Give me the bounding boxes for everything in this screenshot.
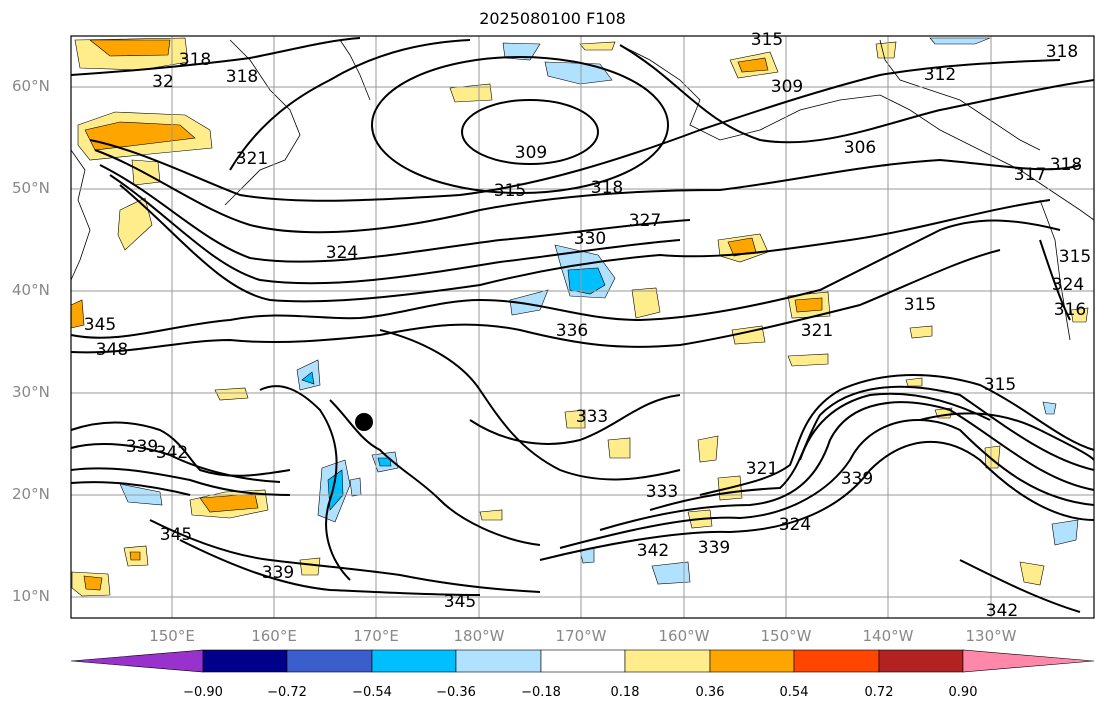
contour-label: 339 [841,469,873,489]
colorbar-tick: −0.90 [183,685,223,700]
colorbar-segment [540,649,626,673]
lon-label: 170°E [353,627,399,645]
location-marker [355,413,373,431]
contour-label: 315 [494,181,526,201]
lat-label: 10°N [12,587,50,605]
colorbar-tick: −0.72 [267,685,307,700]
lon-label: 140°W [862,627,914,645]
contour-label: 321 [801,321,833,341]
colorbar-segment [70,649,204,673]
contour-label: 348 [96,340,128,360]
contour-label: 309 [771,77,803,97]
contour-label: 306 [844,138,876,158]
colorbar-segment [371,649,457,673]
lon-label: 130°W [965,627,1017,645]
contour-label: 345 [84,315,116,335]
contour-label: 315 [984,375,1016,395]
colorbar-tick: 0.72 [864,685,894,700]
colorbar-tick: 0.54 [779,685,809,700]
contour-label: 318 [1050,155,1082,175]
lat-label: 20°N [12,485,50,503]
lon-label: 160°E [251,627,297,645]
contour-label: 317 [1014,165,1046,185]
colorbar-tick: 0.36 [695,685,725,700]
contour-label: 32 [152,72,174,92]
lon-label: 180°W [453,627,505,645]
contour-label: 345 [444,592,476,612]
contour-label: 339 [698,538,730,558]
contour-label: 318 [591,178,623,198]
contour-label: 309 [515,143,547,163]
contour-label: 330 [574,229,606,249]
contour-label: 336 [556,321,588,341]
contours [70,37,1095,613]
colorbar-segment [624,649,711,673]
contour-label: 327 [629,211,661,231]
colorbar-tick: −0.36 [436,685,476,700]
colorbar-segment [286,649,373,673]
shaded-patches [70,37,1089,597]
colorbar-segment [793,649,880,673]
colorbar-tick: 0.90 [948,685,978,700]
colorbar-segment [962,649,1095,673]
contour-label-group: 318 318 318 321 309 306 312 315 315 309 … [84,30,1091,621]
contour-label: 342 [637,541,669,561]
map-frame [70,35,1095,619]
colorbar-segment [709,649,795,673]
lat-label: 60°N [12,77,50,95]
lat-label: 40°N [12,281,50,299]
map-title: 2025080100 F108 [479,9,626,28]
contour-label: 318 [179,50,211,70]
graticule [71,36,1094,618]
colorbar-segment [455,649,542,673]
contour-label: 342 [986,601,1018,621]
contour-label: 318 [1046,42,1078,62]
lon-label: 160°W [658,627,710,645]
contour-label: 345 [160,525,192,545]
colorbar-segment [202,649,288,673]
contour-label: 333 [646,482,678,502]
lat-label: 30°N [12,383,50,401]
lon-label: 150°E [149,627,195,645]
contour-label: 315 [751,30,783,50]
contour-label: 315 [1059,247,1091,267]
colorbar-tick: 0.18 [610,685,640,700]
colorbar-tick: −0.54 [352,685,392,700]
contour-label: 324 [326,243,358,263]
contour-label: 312 [924,65,956,85]
contour-label: 342 [156,443,188,463]
lon-label: 170°W [555,627,607,645]
colorbar-tick: −0.18 [521,685,561,700]
contour-label: 324 [779,515,811,535]
colorbar-segment [878,649,964,673]
contour-label: 318 [226,67,258,87]
contour-label: 321 [746,459,778,479]
contour-label: 324 [1052,275,1084,295]
contour-label: 315 [904,295,936,315]
contour-label: 339 [126,437,158,457]
contour-label: 316 [1054,300,1086,320]
contour-label: 321 [236,149,268,169]
lon-label: 150°W [760,627,812,645]
contour-label: 339 [262,563,294,583]
lat-label: 50°N [12,179,50,197]
colorbar [70,649,1095,673]
contour-label: 333 [576,407,608,427]
